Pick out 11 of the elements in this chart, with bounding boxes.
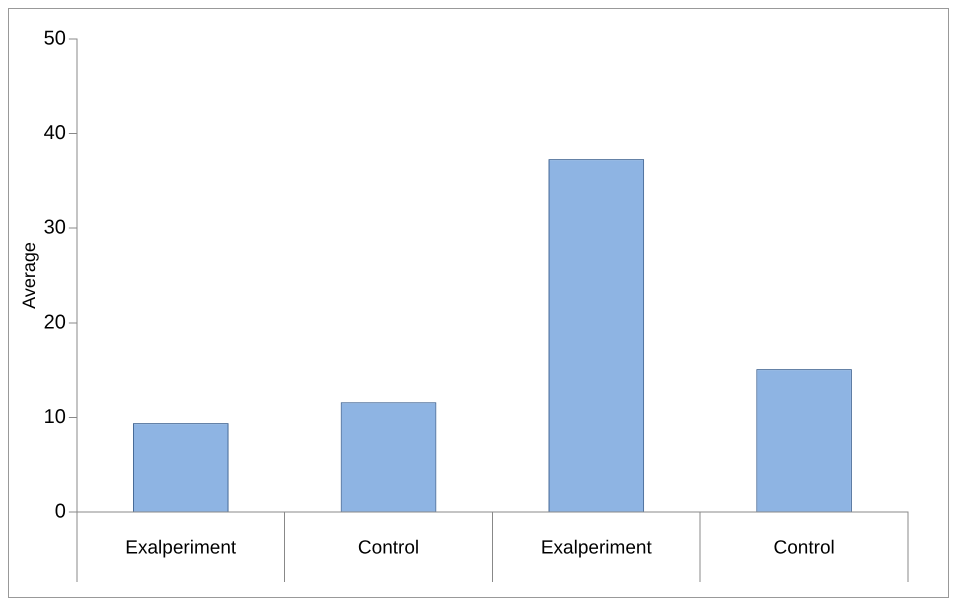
- y-axis-title: Average: [18, 242, 39, 309]
- y-tick-label: 50: [44, 28, 66, 50]
- y-tick-label: 10: [44, 406, 66, 428]
- x-tick-label: Control: [773, 538, 835, 559]
- y-tick-label: 0: [54, 500, 66, 523]
- x-tick-label: Exalperiment: [540, 538, 652, 559]
- y-tick-label: 40: [44, 122, 66, 144]
- x-tick-label: Control: [358, 538, 420, 559]
- x-tick-label: Exalperiment: [125, 538, 237, 559]
- y-tick-label: 30: [44, 216, 66, 239]
- y-tick-label: 20: [44, 311, 66, 334]
